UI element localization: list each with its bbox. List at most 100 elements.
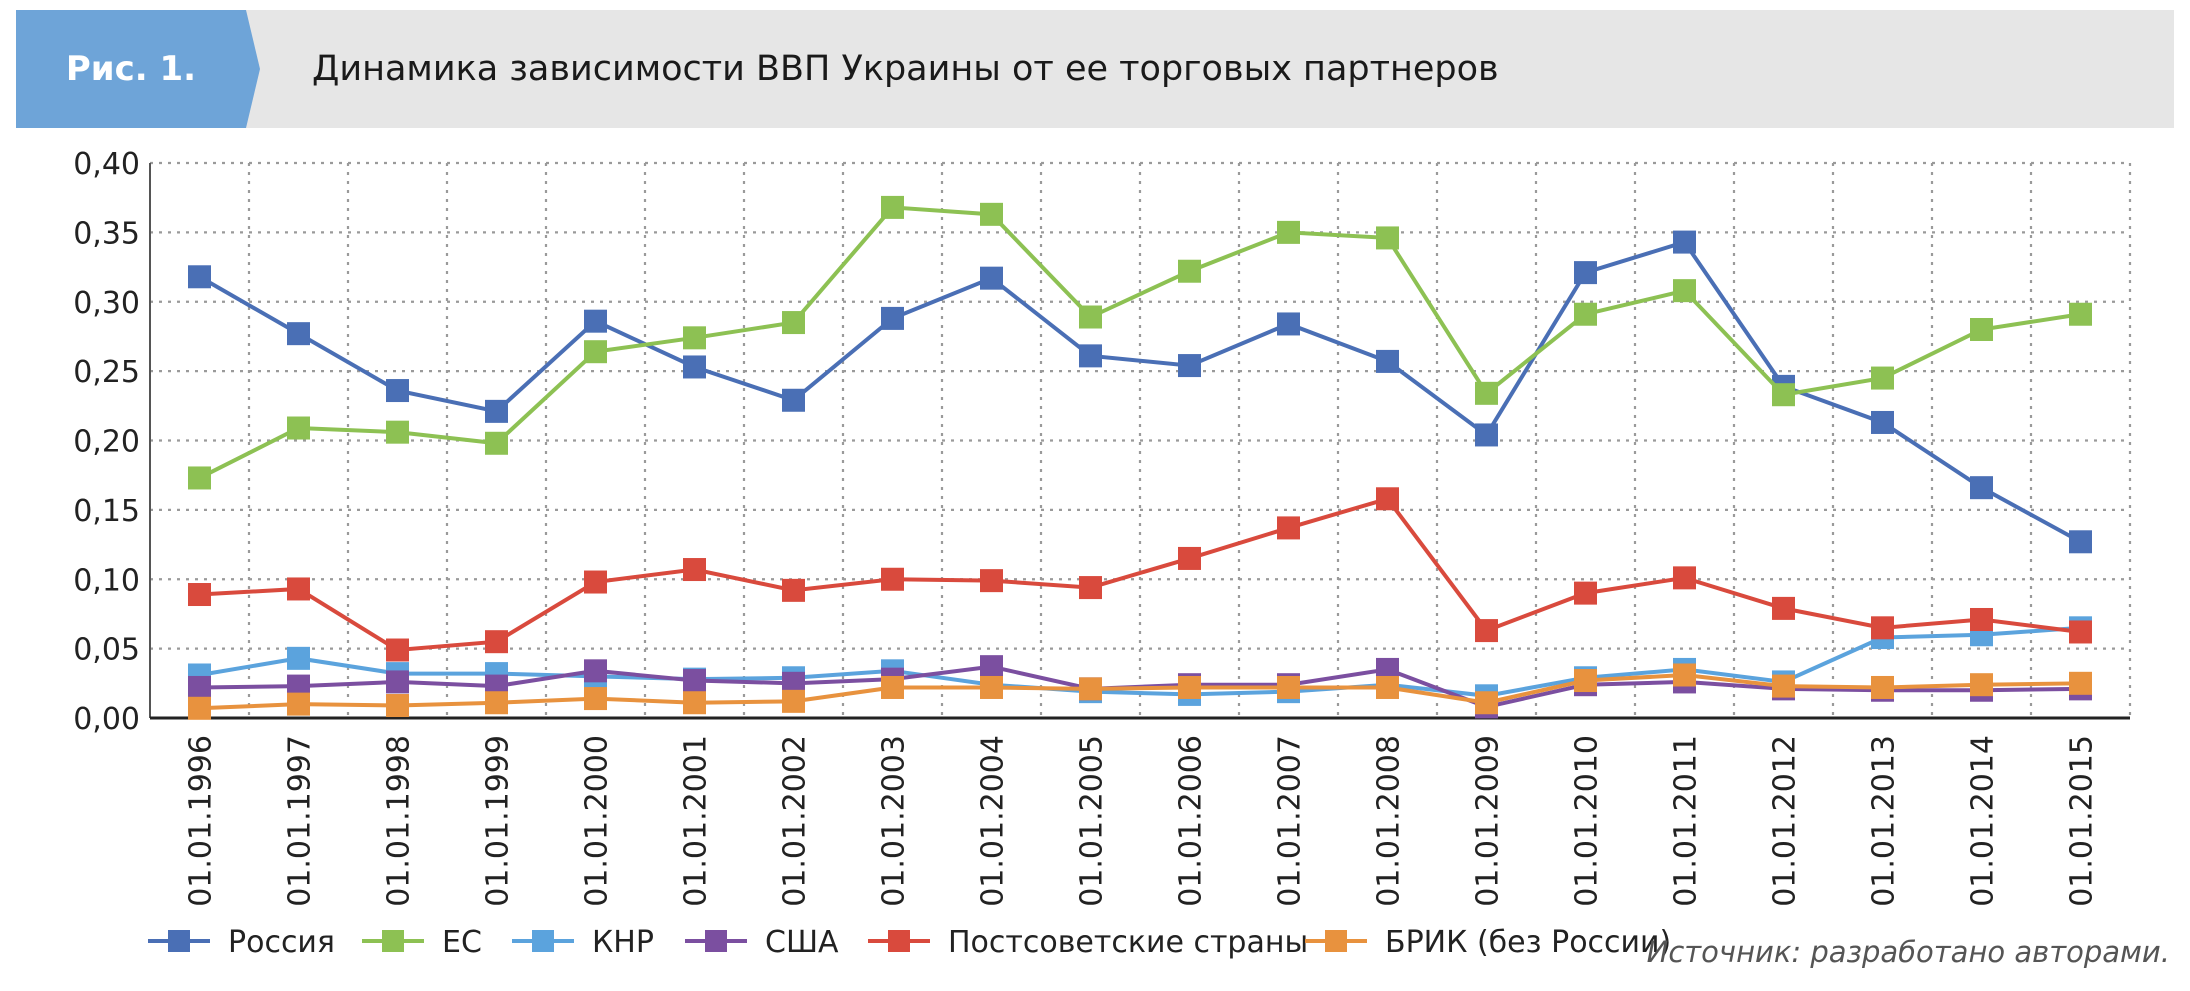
series-marker [1673, 566, 1696, 590]
series-marker [188, 675, 211, 699]
chart-legend: Россия ЕС КНР США Постсоветские страны БРИК (… [148, 925, 1671, 960]
x-axis-ticks: 01.01.1996 01.01.1997 01.01.1998 01.01.1999… [184, 735, 2100, 907]
series-marker [287, 646, 310, 670]
series-marker [2069, 302, 2092, 326]
series-marker [1376, 657, 1399, 681]
series-marker [287, 692, 310, 716]
series-marker [485, 630, 508, 654]
series-marker [1475, 423, 1498, 447]
y-axis-ticks: 0,00 0,05 0,10 0,15 0,20 0,25 0,30 0,35 0,40 [73, 147, 140, 737]
series-marker [1970, 318, 1993, 341]
series-marker [1970, 607, 1993, 631]
x-tick-label: 01.01.2013 [1867, 735, 1902, 907]
series-marker [1475, 691, 1498, 715]
legend-swatch-marker [705, 930, 727, 952]
x-tick-label: 01.01.2011 [1669, 735, 1704, 907]
y-tick-label: 0,05 [73, 633, 140, 668]
series-marker [881, 567, 904, 591]
series-marker [1673, 230, 1696, 254]
legend-swatch-marker [532, 930, 554, 952]
series-marker [2069, 530, 2092, 554]
series-marker [1475, 381, 1498, 405]
series-marker [1574, 669, 1597, 693]
y-tick-label: 0,20 [73, 425, 140, 460]
x-tick-label: 01.01.2000 [580, 735, 615, 907]
figure-label-tab [16, 10, 260, 128]
y-tick-label: 0,10 [73, 563, 140, 598]
series-marker [386, 420, 409, 444]
series-marker [584, 570, 607, 594]
series-marker [1871, 675, 1894, 699]
series-marker [881, 306, 904, 330]
grid-lines [150, 161, 2132, 718]
series-marker [584, 309, 607, 333]
series-marker [980, 266, 1003, 290]
series-marker [1574, 261, 1597, 285]
series-marker [1277, 675, 1300, 699]
series-marker [386, 670, 409, 694]
series-marker [287, 674, 310, 698]
series-marker [782, 388, 805, 412]
series-marker [782, 578, 805, 602]
series-marker [1772, 383, 1795, 407]
series-marker [485, 399, 508, 423]
series-marker [782, 671, 805, 695]
legend-swatch-marker [168, 930, 190, 952]
series-marker [584, 659, 607, 683]
legend-swatch-marker [1325, 930, 1347, 952]
x-tick-label: 01.01.1998 [382, 735, 417, 907]
x-tick-label: 01.01.1999 [481, 735, 516, 907]
series-marker [1277, 516, 1300, 540]
series-marker [1772, 596, 1795, 620]
series-marker [485, 431, 508, 455]
y-tick-label: 0,35 [73, 216, 140, 251]
series-marker [881, 195, 904, 219]
series-lines [188, 195, 2092, 720]
series-line [198, 205, 2081, 480]
x-tick-label: 01.01.2006 [1174, 735, 1209, 907]
x-tick-label: 01.01.2005 [1075, 735, 1110, 907]
series-line [199, 625, 2081, 698]
series-marker [683, 326, 706, 350]
series-marker [584, 687, 607, 711]
legend-label: Постсоветские страны [948, 925, 1308, 960]
series-marker [1970, 476, 1993, 500]
series-marker [1871, 366, 1894, 390]
series-marker [1475, 619, 1498, 643]
series-marker [1673, 279, 1696, 303]
series-marker [188, 696, 211, 720]
series-line [199, 496, 2081, 653]
series-marker [1178, 259, 1201, 283]
legend-item: Россия [148, 925, 335, 960]
series-marker [1871, 410, 1894, 434]
y-tick-label: 0,40 [73, 147, 140, 182]
chart-title: Динамика зависимости ВВП Украины от ее т… [312, 49, 1499, 89]
series-marker [485, 691, 508, 715]
legend-label: США [765, 925, 839, 960]
x-tick-label: 01.01.2007 [1273, 735, 1308, 907]
y-tick-label: 0,25 [73, 355, 140, 390]
series-marker [1079, 344, 1102, 368]
x-tick-label: 01.01.2015 [2065, 735, 2100, 907]
series-marker [1970, 673, 1993, 697]
series-marker [1079, 305, 1102, 329]
legend-label: БРИК (без России) [1385, 925, 1671, 960]
x-tick-label: 01.01.2012 [1768, 735, 1803, 907]
legend-item: Постсоветские страны [868, 925, 1308, 960]
series-marker [287, 322, 310, 346]
series-marker [1178, 354, 1201, 378]
legend-item: США [685, 925, 839, 960]
legend-swatch-marker [382, 930, 404, 952]
series-marker [683, 355, 706, 379]
y-tick-label: 0,00 [73, 702, 140, 737]
series-marker [1376, 675, 1399, 699]
x-tick-label: 01.01.2003 [877, 735, 912, 907]
series-marker [584, 340, 607, 364]
legend-label: Россия [228, 925, 335, 960]
legend-label: ЕС [442, 925, 482, 960]
x-tick-label: 01.01.2001 [679, 735, 714, 907]
figure-header-bar [16, 10, 2174, 128]
series-marker [1079, 576, 1102, 600]
series-marker [386, 638, 409, 662]
